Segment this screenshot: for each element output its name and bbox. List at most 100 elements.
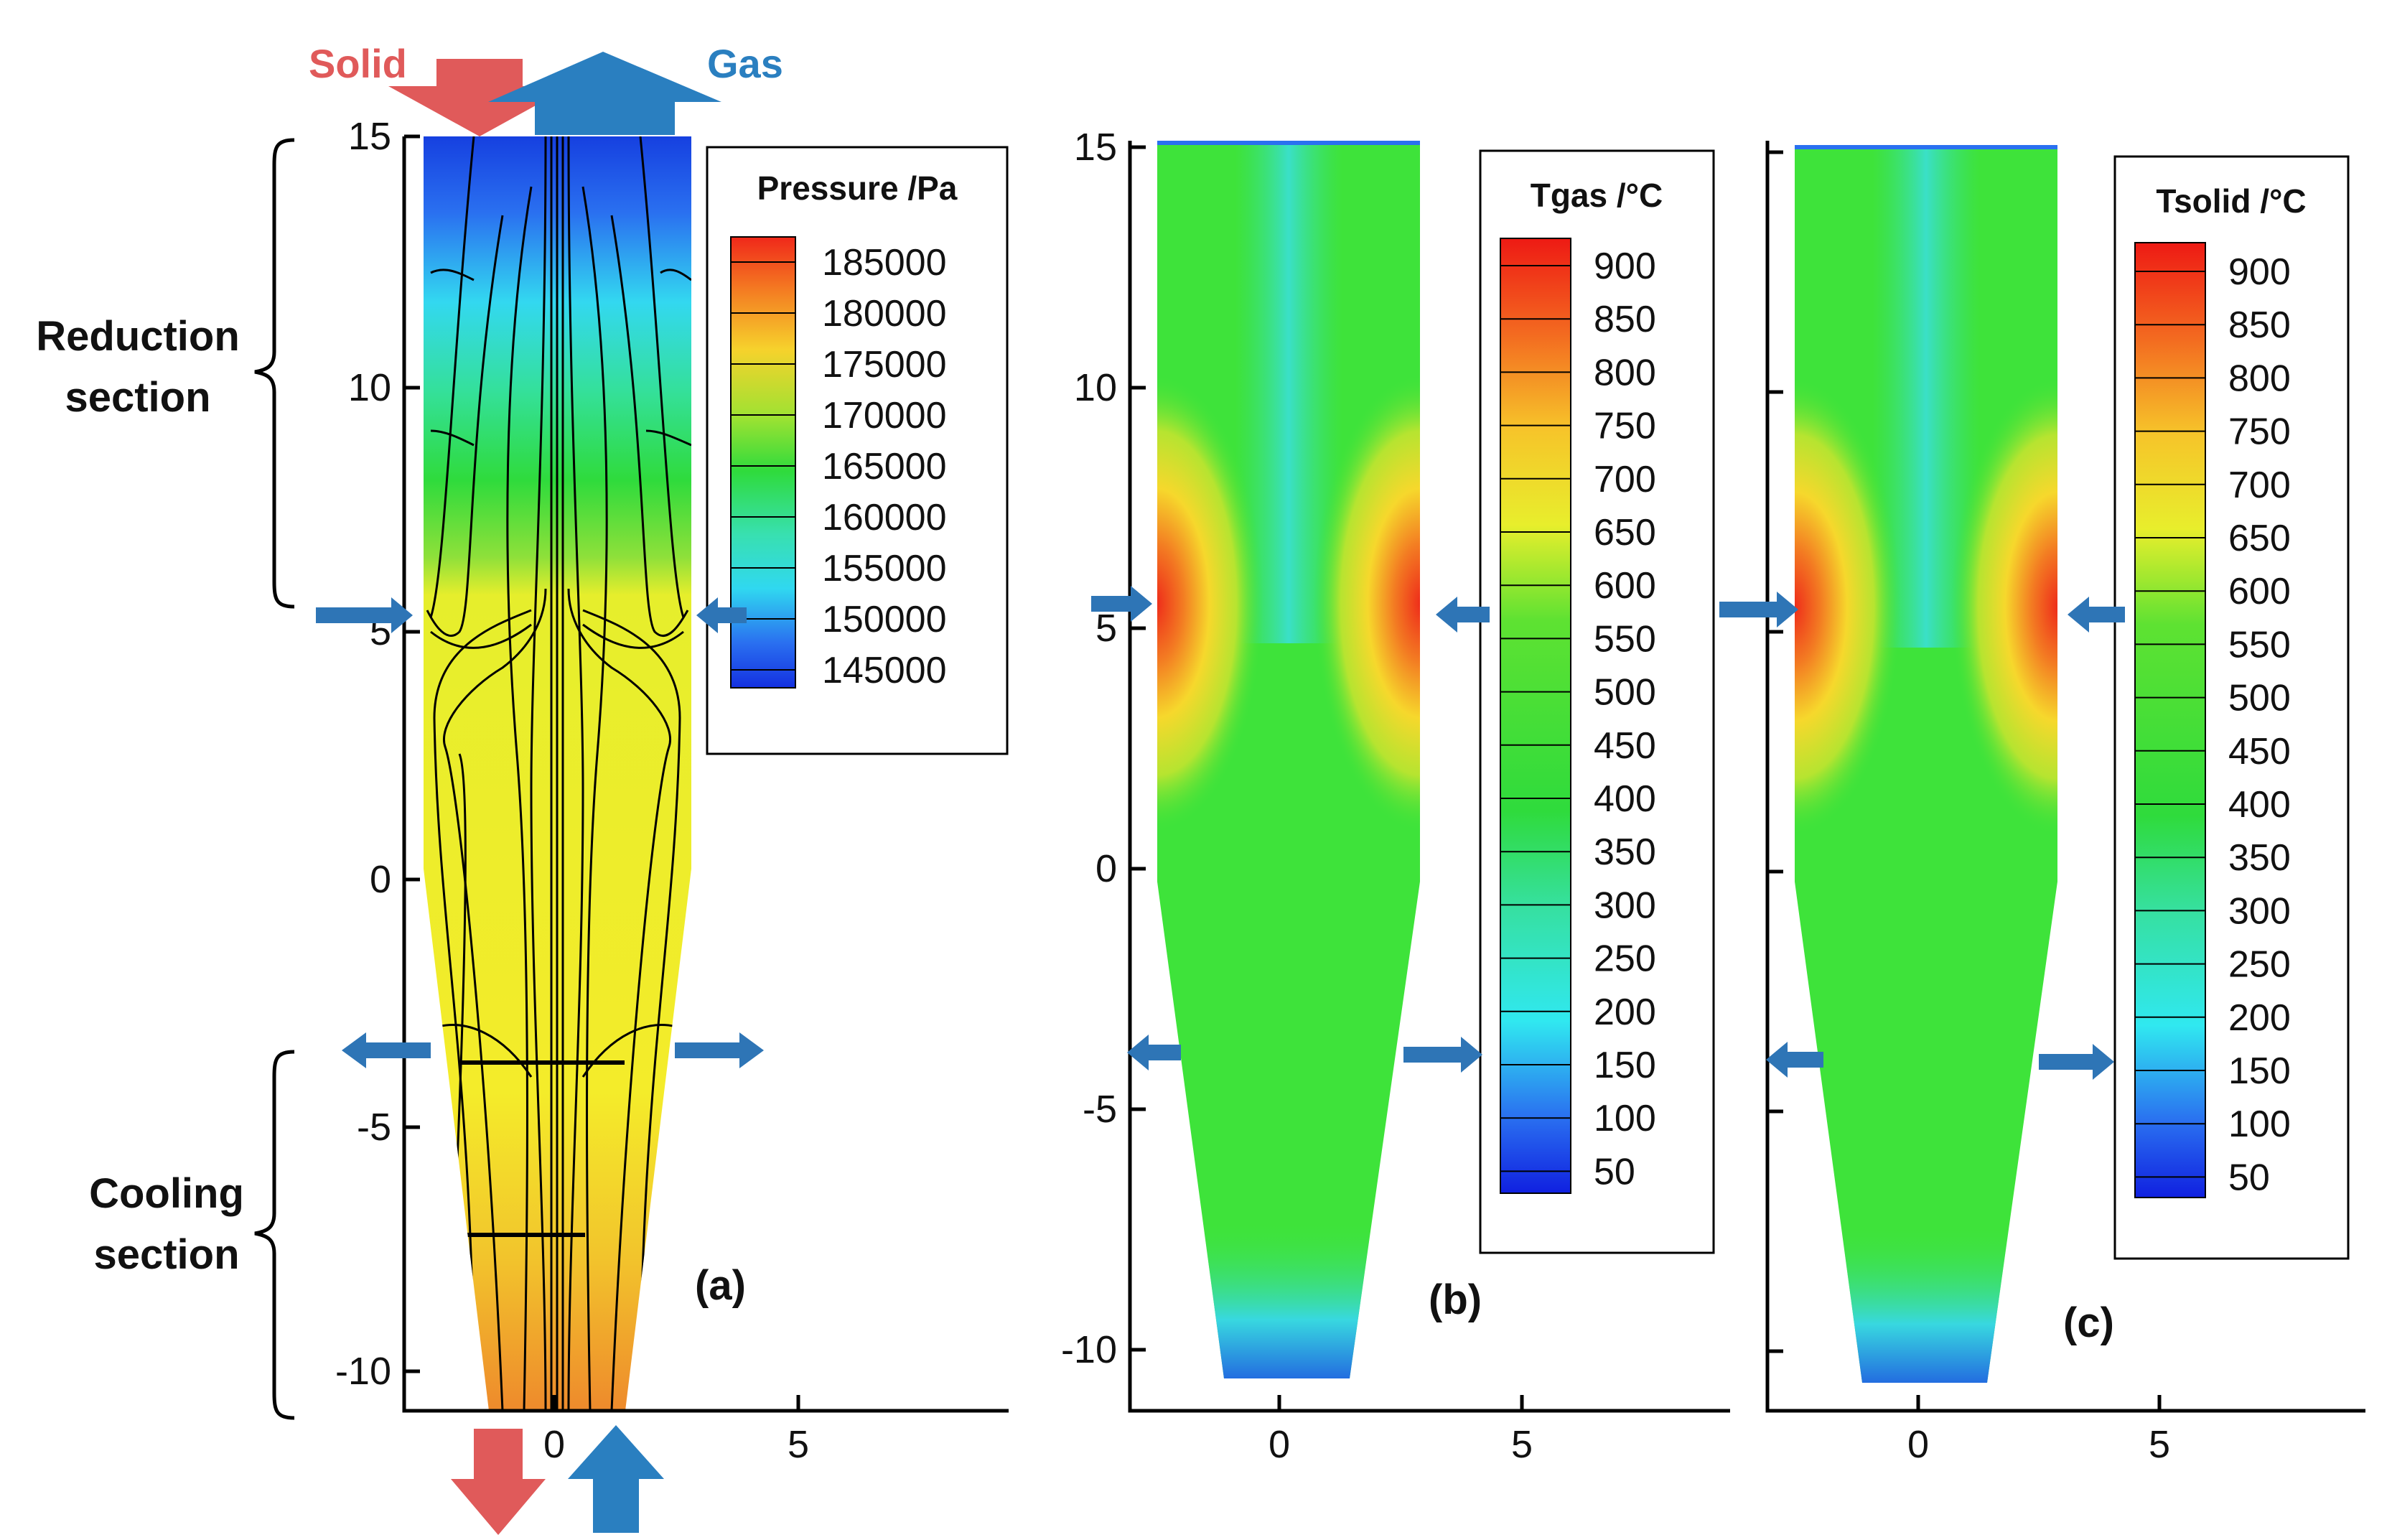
legend-colorbar <box>2134 242 2206 1198</box>
x-tick: 0 <box>543 1423 565 1466</box>
cooling-label-line2: section <box>93 1231 239 1278</box>
legend-value: 350 <box>2228 837 2291 879</box>
legend-value: 850 <box>2228 304 2291 346</box>
legend-value: 850 <box>1594 299 1656 340</box>
y-tick: -5 <box>1083 1088 1117 1131</box>
x-tick: 5 <box>788 1423 809 1466</box>
panel-c: 0 5 Tsolid /°C 9008508007507006506005505… <box>1765 141 2365 1466</box>
legend-value: 145000 <box>822 650 947 691</box>
cooling-bracket <box>254 1050 295 1420</box>
side-outlet-arrow-icon <box>342 1032 431 1068</box>
legend-value: 900 <box>2228 251 2291 293</box>
legend-value: 185000 <box>822 242 947 284</box>
legend-value: 750 <box>2228 411 2291 453</box>
legend-value: 300 <box>1594 885 1656 926</box>
x-tick: 0 <box>1269 1423 1290 1466</box>
legend-value: 100 <box>2228 1103 2291 1145</box>
streamlines <box>426 136 691 1411</box>
x-ticks-a: 0 5 <box>543 1423 809 1466</box>
y-tick: 10 <box>348 366 391 409</box>
panel-b: 15 10 5 0 -5 -10 0 5 Tgas /°C 900 850 800 7… <box>1061 126 1730 1466</box>
legend-value: 450 <box>1594 725 1656 767</box>
section-brackets <box>254 138 295 1420</box>
legend-value: 500 <box>2228 678 2291 719</box>
side-arrows <box>316 586 2125 1080</box>
y-tick: 5 <box>1095 607 1117 650</box>
legend-title: Pressure /Pa <box>757 169 958 207</box>
x-ticks-b: 0 5 <box>1269 1423 1533 1466</box>
reduction-label-line2: section <box>65 374 210 421</box>
legend-colorbar <box>1500 238 1571 1194</box>
legend-value: 600 <box>1594 565 1656 607</box>
legend-value: 150000 <box>822 599 947 640</box>
legend-title: Tgas /°C <box>1531 177 1663 214</box>
legend-value: 175000 <box>822 344 947 386</box>
side-inlet-arrow-icon <box>1091 586 1152 622</box>
legend-value: 250 <box>2228 944 2291 986</box>
side-inlet-arrow-icon <box>316 597 413 633</box>
y-tick: 15 <box>1074 126 1117 169</box>
legend-value: 400 <box>2228 784 2291 826</box>
y-ticks-b: 15 10 5 0 -5 -10 <box>1061 126 1117 1371</box>
gas-outlet-arrow-icon <box>488 52 721 135</box>
panel-label-a: (a) <box>695 1262 746 1309</box>
legend-value: 350 <box>1594 831 1656 873</box>
legend-value: 450 <box>2228 731 2291 773</box>
legend-values: 900 850 800 750 700 650 600 550 500 450 400 350 300 2… <box>2135 251 2291 1198</box>
y-ticks-a: 15 10 5 0 -5 -10 <box>335 115 391 1393</box>
reduction-bracket <box>254 138 295 609</box>
legend-b: Tgas /°C 900 850 800 750 700 650 600 550 500 450 4… <box>1479 149 1715 1254</box>
legend-value: 550 <box>1594 618 1656 660</box>
legend-a: Pressure /Pa 185000 180000 175000 170000 165… <box>706 146 1009 755</box>
legend-value: 500 <box>1594 672 1656 714</box>
legend-value: 800 <box>1594 352 1656 393</box>
side-outlet-arrow-icon <box>675 1032 764 1068</box>
x-tick: 0 <box>1907 1423 1929 1466</box>
solid-outlet-arrow-icon <box>451 1429 546 1535</box>
axes-b <box>1128 141 1730 1413</box>
panel-label-b: (b) <box>1429 1277 1482 1323</box>
legend-value: 300 <box>2228 890 2291 932</box>
gas-label: Gas <box>707 41 783 86</box>
side-outlet-arrow-icon <box>1766 1042 1823 1078</box>
reduction-label-line1: Reduction <box>36 313 240 360</box>
legend-values: 900 850 800 750 700 650 600 550 500 450 400 350 300 2… <box>1500 246 1656 1193</box>
legend-value: 750 <box>1594 406 1656 447</box>
y-tick: 15 <box>348 115 391 158</box>
solid-inlet-arrow-icon <box>388 59 571 136</box>
x-tick: 5 <box>1511 1423 1533 1466</box>
panel-label-c: (c) <box>2063 1299 2114 1346</box>
legend-value: 200 <box>1594 991 1656 1033</box>
y-tick: -10 <box>335 1350 391 1393</box>
cooling-label-line1: Cooling <box>89 1170 244 1217</box>
legend-value: 150 <box>1594 1045 1656 1086</box>
y-tick: -10 <box>1061 1328 1117 1371</box>
y-tick: 0 <box>1095 847 1117 890</box>
x-tick: 5 <box>2149 1423 2170 1466</box>
legend-title: Tsolid /°C <box>2156 182 2306 220</box>
side-inlet-arrow-icon <box>1436 597 1490 633</box>
y-tick: 0 <box>370 858 391 901</box>
legend-value: 165000 <box>822 446 947 487</box>
legend-value: 700 <box>2228 465 2291 506</box>
y-tick: 10 <box>1074 366 1117 409</box>
panel-a: 15 10 5 0 -5 -10 0 5 Pressure /Pa 185000… <box>335 115 1009 1466</box>
legend-value: 150 <box>2228 1050 2291 1092</box>
legend-value: 550 <box>2228 624 2291 666</box>
side-inlet-arrow-icon <box>2068 597 2125 633</box>
section-labels: Reduction section Cooling section <box>36 313 244 1278</box>
legend-value: 200 <box>2228 997 2291 1039</box>
y-tick: -5 <box>357 1106 391 1149</box>
legend-c: Tsolid /°C 900 850 800 750 700 650 600 550 500 45… <box>2113 155 2350 1260</box>
legend-value: 100 <box>1594 1098 1656 1139</box>
legend-value: 650 <box>1594 512 1656 554</box>
legend-value: 50 <box>2228 1157 2270 1198</box>
legend-value: 170000 <box>822 395 947 437</box>
axes-c <box>1765 141 2365 1413</box>
legend-value: 800 <box>2228 358 2291 399</box>
side-inlet-arrow-icon <box>696 597 747 633</box>
legend-value: 155000 <box>822 548 947 589</box>
gas-inlet-arrow-icon <box>568 1425 664 1533</box>
legend-value: 50 <box>1594 1151 1635 1193</box>
